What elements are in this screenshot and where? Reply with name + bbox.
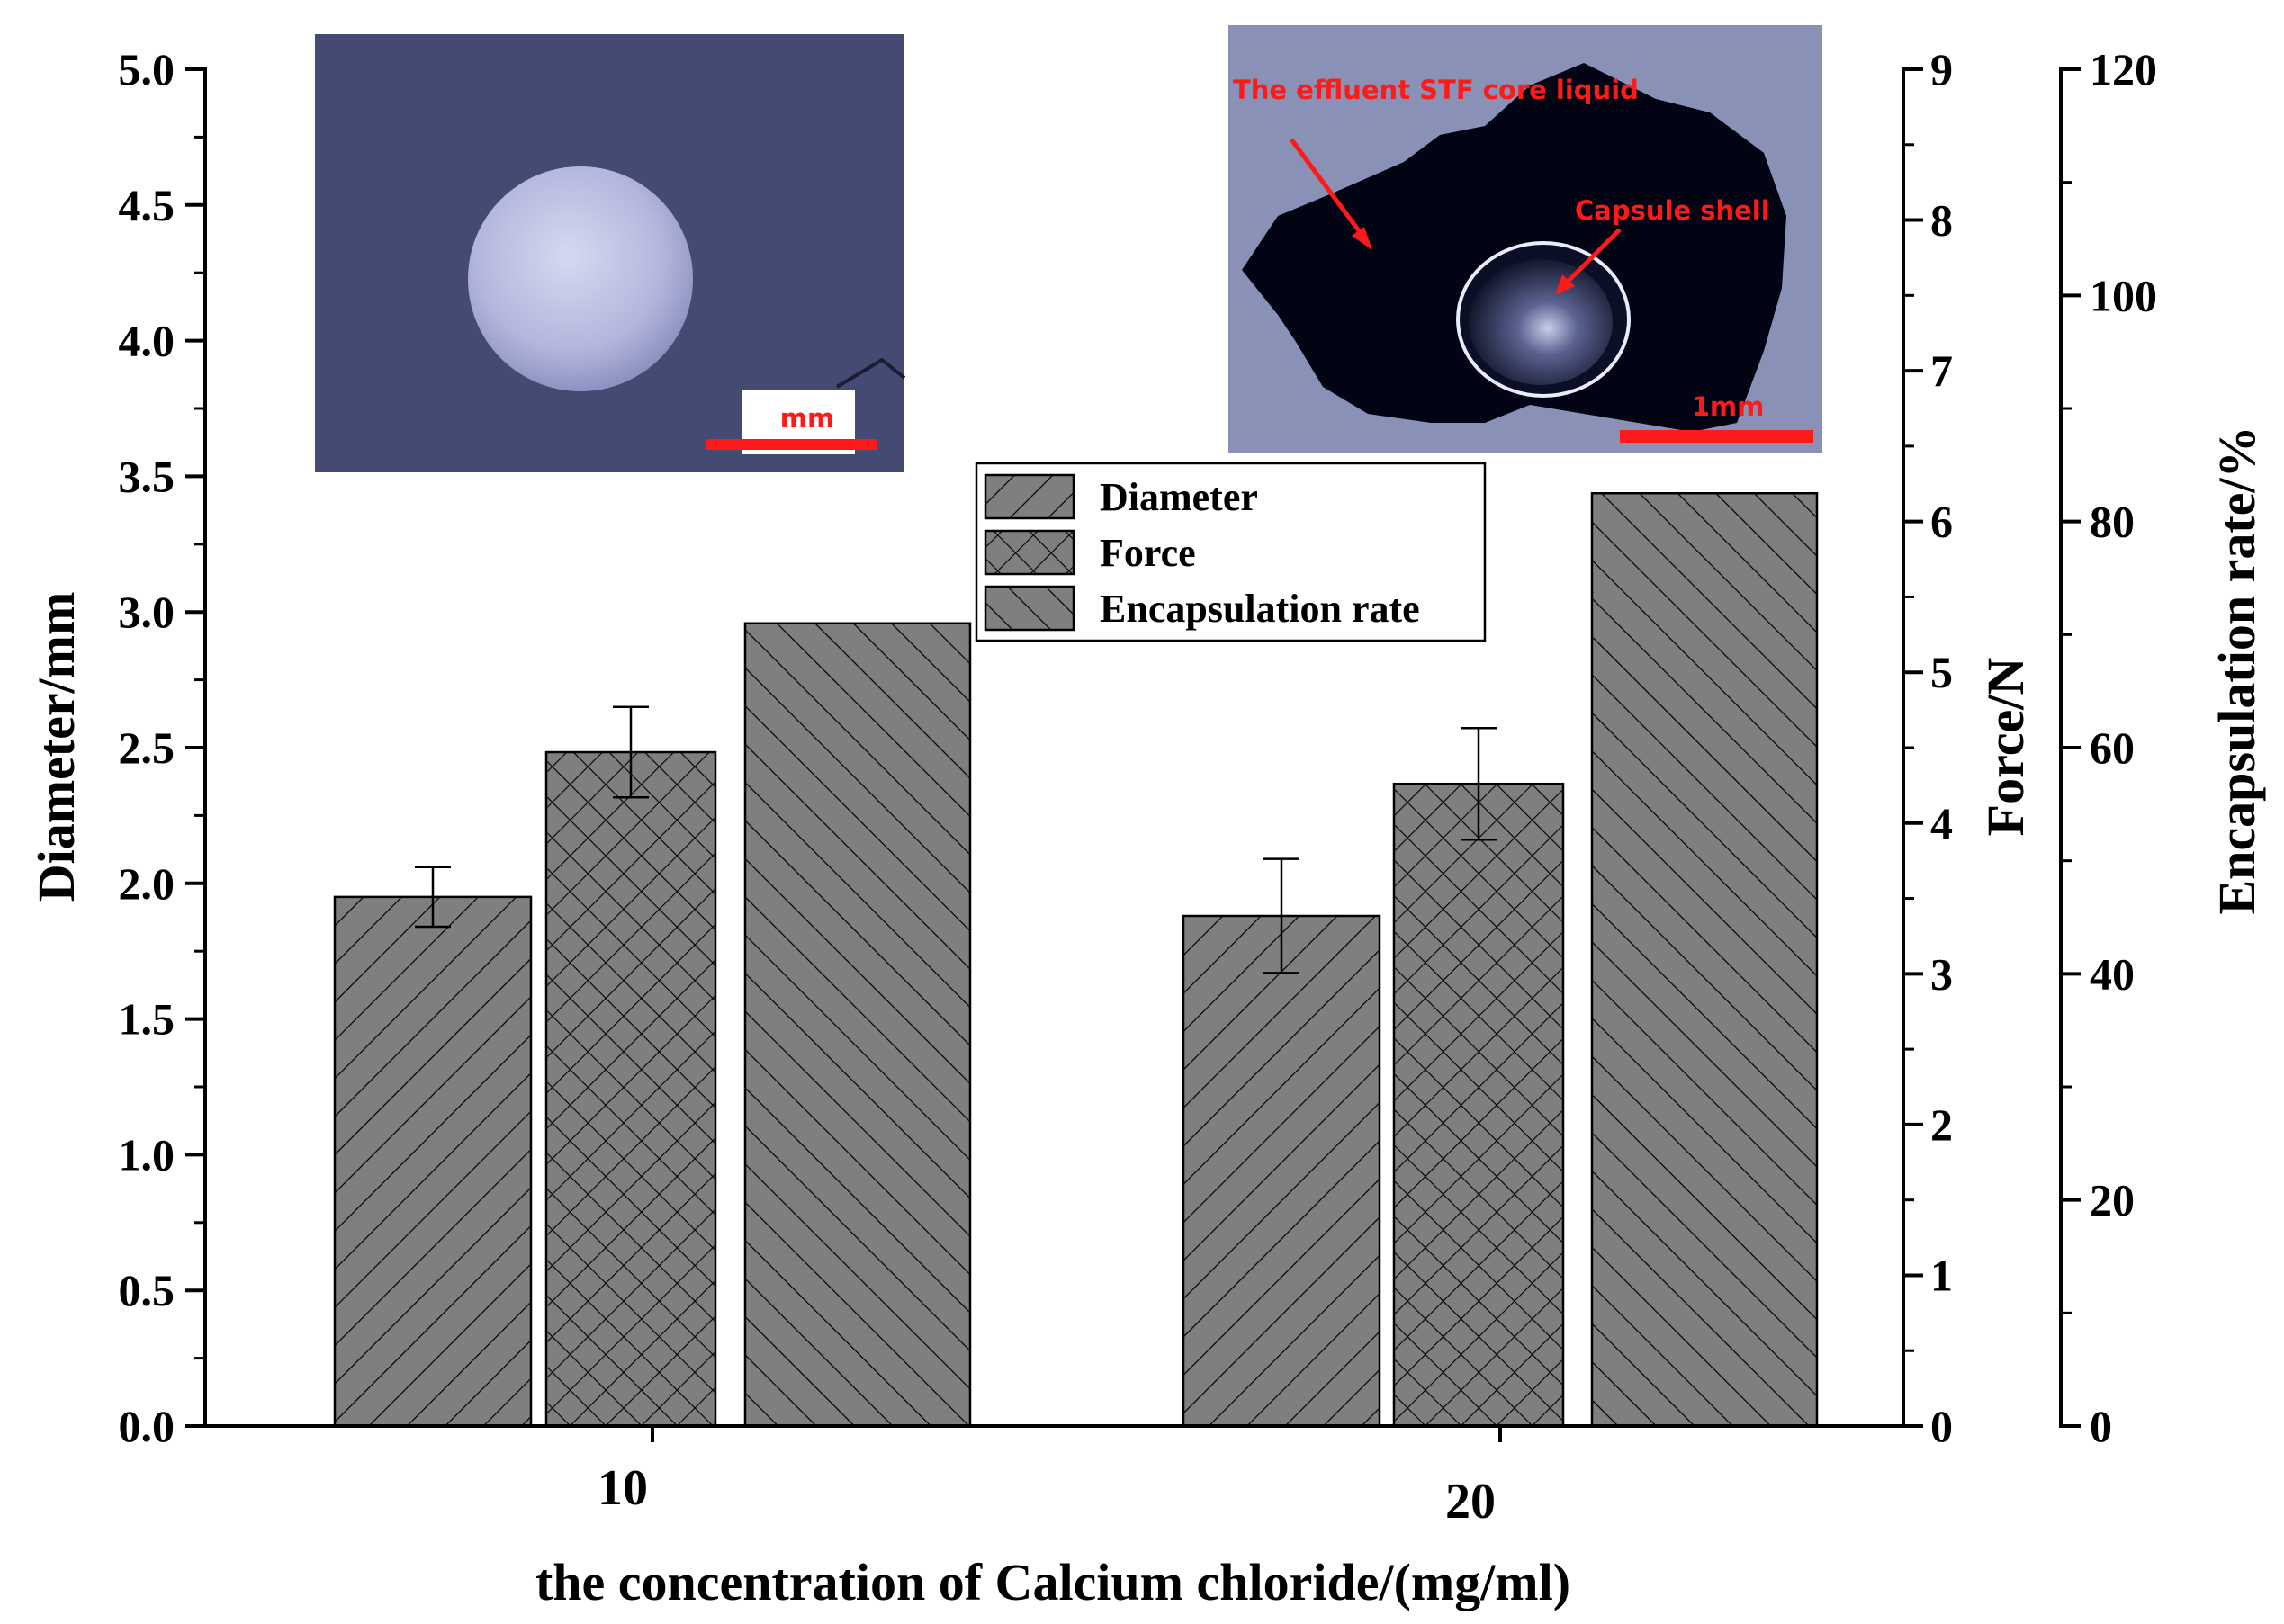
force-axis-tick-label: 6 bbox=[1930, 497, 1953, 547]
annotation-arrowhead-capsule bbox=[1555, 274, 1575, 295]
left-axis-tick-label: 1.5 bbox=[119, 994, 175, 1045]
x-tick-label-10: 10 bbox=[598, 1460, 648, 1516]
encapsulation-axis-tick-label: 40 bbox=[2090, 948, 2135, 999]
bar-hatch-encapsulation-10 bbox=[745, 623, 970, 1426]
left-axis-tick-label: 3.5 bbox=[119, 451, 175, 501]
encapsulation-axis-tick-label: 0 bbox=[2090, 1401, 2112, 1451]
left-axis-tick-label: 4.5 bbox=[119, 180, 175, 230]
legend-swatch-force-hatch bbox=[985, 531, 1074, 574]
left-axis-title: Diameter/mm bbox=[27, 592, 85, 902]
annotation-arrow-effluent bbox=[1289, 138, 1371, 245]
force-axis-tick-label: 1 bbox=[1930, 1250, 1953, 1300]
force-axis-tick-label: 7 bbox=[1930, 345, 1953, 396]
force-axis-tick-label: 0 bbox=[1930, 1401, 1953, 1451]
legend: Diameter Force Encapsulation rate bbox=[975, 462, 1487, 642]
bars-layer bbox=[333, 492, 1819, 1428]
inset1-scale-label: mm bbox=[780, 403, 834, 434]
encapsulation-axis-tick-label: 100 bbox=[2090, 270, 2157, 320]
x-axis-title: the concentration of Calcium chloride/(m… bbox=[535, 1553, 1570, 1611]
encapsulation-axis-tick-label: 20 bbox=[2090, 1175, 2135, 1225]
force-axis-tick-label: 4 bbox=[1930, 798, 1953, 848]
encapsulation-axis-title: Encapsulation rate/% bbox=[2208, 426, 2266, 915]
bar-hatch-encapsulation-20 bbox=[1592, 493, 1817, 1426]
annotation-effluent-liquid: The effluent STF core liquid bbox=[1233, 75, 1639, 105]
legend-label-force: Force bbox=[1100, 531, 1196, 575]
inset-photo-capsule: 1mm The effluent STF core liquid Capsule… bbox=[1228, 25, 1822, 453]
inset-crack-line bbox=[835, 357, 906, 389]
legend-swatch-encapsulation-hatch bbox=[985, 587, 1074, 630]
force-axis-tick-label: 8 bbox=[1930, 195, 1953, 246]
bar-hatch-diameter-20 bbox=[1183, 915, 1380, 1426]
left-axis-tick-label: 1.0 bbox=[119, 1129, 175, 1180]
left-axis-tick-label: 4.0 bbox=[119, 316, 175, 366]
annotation-capsule-shell: Capsule shell bbox=[1575, 195, 1770, 226]
inset2-scale-label: 1mm bbox=[1692, 391, 1765, 422]
encapsulation-axis-tick-label: 80 bbox=[2090, 497, 2135, 547]
annotation-arrow-capsule bbox=[1560, 228, 1622, 290]
left-axis-tick-label: 2.0 bbox=[119, 858, 175, 909]
bar-hatch-diameter-10 bbox=[335, 896, 531, 1426]
bar-hatch-force-10 bbox=[546, 752, 715, 1426]
left-axis-tick-label: 0.5 bbox=[119, 1265, 175, 1315]
annotation-arrowhead-effluent bbox=[1352, 227, 1372, 250]
force-axis-tick-label: 9 bbox=[1930, 44, 1953, 94]
force-axis-title: Force/N bbox=[1976, 658, 2035, 837]
left-axis-tick-label: 3.0 bbox=[119, 587, 175, 637]
legend-swatch-diameter-hatch bbox=[985, 475, 1074, 518]
left-axis-tick-label: 0.0 bbox=[119, 1401, 175, 1451]
force-axis-tick-label: 3 bbox=[1930, 948, 1953, 999]
bar-hatch-force-20 bbox=[1394, 784, 1563, 1426]
axes-layer: 0.0 0.5 1.0 1.5 2.0 2.5 3.0 3.5 4.0 4.5 5.0 0 1 2 3 4 5 6… bbox=[27, 44, 2266, 1530]
bead-image bbox=[468, 166, 693, 391]
legend-label-diameter: Diameter bbox=[1100, 475, 1258, 519]
force-axis-tick-label: 2 bbox=[1930, 1099, 1953, 1150]
encapsulation-axis-tick-label: 60 bbox=[2090, 722, 2135, 773]
force-axis-tick-label: 5 bbox=[1930, 647, 1953, 697]
inset1-scale-bar bbox=[706, 439, 877, 450]
left-axis-tick-label: 2.5 bbox=[119, 722, 175, 773]
inset-photo-bead: mm bbox=[315, 34, 906, 472]
x-tick-label-20: 20 bbox=[1445, 1474, 1496, 1530]
inset2-scale-bar bbox=[1620, 430, 1813, 443]
legend-label-encapsulation: Encapsulation rate bbox=[1100, 587, 1420, 631]
capsule-shell-image bbox=[1469, 259, 1613, 385]
encapsulation-axis-tick-label: 120 bbox=[2090, 44, 2157, 94]
left-axis-tick-label: 5.0 bbox=[119, 44, 175, 94]
